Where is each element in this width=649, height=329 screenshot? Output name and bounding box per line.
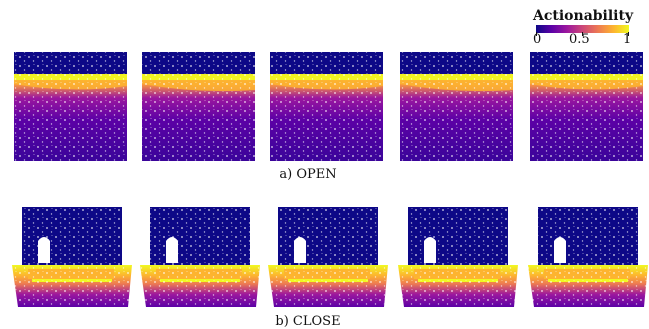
open-panel-1 bbox=[14, 52, 127, 161]
colorbar-tick-1 bbox=[628, 32, 629, 36]
close-panel-3 bbox=[268, 207, 388, 307]
caption-open: a) OPEN bbox=[279, 167, 337, 182]
open-panel-3 bbox=[270, 52, 383, 161]
caption-close: b) CLOSE bbox=[275, 314, 341, 329]
colorbar bbox=[536, 25, 629, 33]
colorbar-tick-mid bbox=[582, 32, 583, 36]
close-panel-4 bbox=[398, 207, 518, 307]
close-panel-2 bbox=[140, 207, 260, 307]
close-panel-1 bbox=[12, 207, 132, 307]
close-panel-5 bbox=[528, 207, 648, 307]
colorbar-tick-label-0: 0 bbox=[533, 32, 542, 47]
open-panel-4 bbox=[400, 52, 513, 161]
colorbar-title: Actionability bbox=[533, 8, 634, 24]
colorbar-tick-0 bbox=[536, 32, 537, 36]
open-panel-2 bbox=[142, 52, 255, 161]
colorbar-tick-label-mid: 0.5 bbox=[569, 32, 590, 47]
open-panel-5 bbox=[530, 52, 643, 161]
colorbar-tick-label-1: 1 bbox=[623, 32, 632, 47]
